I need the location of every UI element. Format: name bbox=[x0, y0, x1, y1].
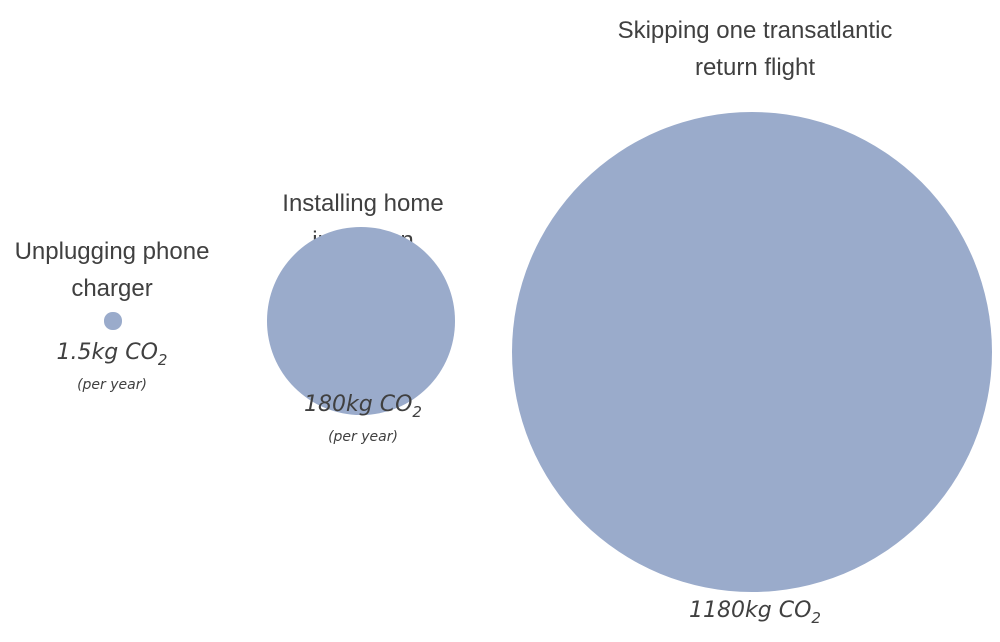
value-subscript: 2 bbox=[811, 609, 821, 627]
value-block-home-insulation: 180kg CO2 (per year) bbox=[263, 392, 463, 445]
value-home-insulation: 180kg CO2 bbox=[263, 392, 463, 421]
label-phone-charger: Unplugging phone charger bbox=[2, 233, 222, 307]
bubble-transatlantic-flight bbox=[512, 112, 992, 592]
bubble-phone-charger bbox=[104, 312, 122, 330]
label-line: Installing home bbox=[282, 190, 444, 217]
note-phone-charger: (per year) bbox=[77, 377, 147, 393]
bubble-home-insulation bbox=[267, 227, 455, 415]
note-home-insulation: (per year) bbox=[328, 429, 398, 445]
value-subscript: 2 bbox=[412, 403, 422, 421]
value-block-transatlantic-flight: 1180kg CO2 bbox=[655, 598, 855, 627]
value-subscript: 2 bbox=[157, 351, 168, 369]
value-transatlantic-flight: 1180kg CO2 bbox=[655, 598, 855, 627]
value-phone-charger: 1.5kg CO2 bbox=[12, 340, 212, 369]
label-line: charger bbox=[71, 275, 153, 302]
value-block-phone-charger: 1.5kg CO2 (per year) bbox=[12, 340, 212, 393]
item-phone-charger: Unplugging phone charger bbox=[2, 233, 222, 307]
value-text: 1.5kg CO bbox=[56, 340, 158, 365]
value-text: 1180kg CO bbox=[689, 598, 812, 623]
item-transatlantic-flight: Skipping one transatlantic return flight bbox=[570, 12, 940, 86]
label-transatlantic-flight: Skipping one transatlantic return flight bbox=[570, 12, 940, 86]
label-line: Unplugging phone bbox=[14, 238, 210, 265]
label-line: Skipping one transatlantic bbox=[617, 17, 893, 44]
label-line: return flight bbox=[694, 54, 816, 81]
value-text: 180kg CO bbox=[304, 392, 413, 417]
